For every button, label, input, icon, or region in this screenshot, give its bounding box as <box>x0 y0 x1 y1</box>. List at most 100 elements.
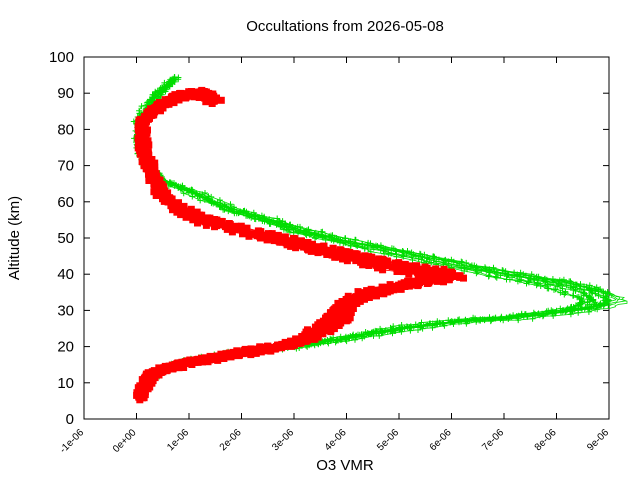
data-point <box>264 230 272 238</box>
data-point <box>436 272 444 279</box>
data-point <box>290 229 297 236</box>
x-tick-label: 1e-06 <box>165 427 191 453</box>
data-point <box>187 205 195 213</box>
data-point <box>393 253 400 260</box>
data-point <box>366 259 373 267</box>
data-point <box>149 97 156 104</box>
data-point <box>588 303 595 310</box>
data-point <box>437 267 445 275</box>
data-point <box>167 202 175 210</box>
data-point <box>256 232 264 240</box>
data-point <box>329 315 337 323</box>
data-point <box>397 264 405 272</box>
data-point <box>429 320 436 327</box>
data-point <box>352 336 358 343</box>
data-point <box>159 367 167 375</box>
data-point <box>593 284 600 291</box>
data-point <box>310 327 317 335</box>
data-point <box>537 283 544 289</box>
data-point <box>225 220 233 227</box>
data-point <box>177 211 185 219</box>
data-point <box>347 254 355 262</box>
data-point <box>296 336 304 344</box>
data-point <box>144 126 151 134</box>
data-point <box>287 337 295 345</box>
data-point <box>136 136 143 144</box>
data-point <box>523 280 530 287</box>
data-point <box>592 287 599 294</box>
data-point <box>562 309 569 315</box>
data-point <box>533 282 540 289</box>
data-point <box>148 156 156 163</box>
data-point <box>605 302 612 309</box>
data-point <box>348 334 355 341</box>
data-point <box>339 252 346 260</box>
series-1 <box>133 86 467 404</box>
data-point <box>168 93 176 100</box>
data-point <box>330 250 338 258</box>
data-point <box>180 202 188 210</box>
data-point <box>595 304 602 311</box>
data-point <box>486 266 493 273</box>
data-point <box>283 226 290 233</box>
data-point <box>329 322 337 330</box>
data-point <box>155 105 163 113</box>
data-point <box>136 126 144 134</box>
data-point <box>580 292 587 299</box>
data-point <box>327 328 335 336</box>
data-point <box>592 305 599 312</box>
data-point <box>442 268 450 276</box>
data-point <box>292 225 299 232</box>
y-axis: 0 10 20 30 40 50 60 70 80 90 100 <box>49 49 609 428</box>
y-tick-label: 0 <box>66 411 74 428</box>
data-point <box>356 290 364 298</box>
data-point <box>304 245 311 253</box>
data-point <box>432 266 440 274</box>
data-point <box>316 323 324 330</box>
data-point <box>473 263 480 270</box>
data-point <box>214 199 221 206</box>
data-point <box>567 311 574 318</box>
data-point <box>502 268 509 275</box>
data-point <box>515 315 522 322</box>
data-point <box>445 258 452 265</box>
data-point <box>342 248 350 256</box>
data-point <box>229 351 237 359</box>
data-point <box>417 324 424 331</box>
data-point <box>583 283 590 290</box>
data-point <box>157 190 165 198</box>
data-point <box>349 294 357 302</box>
data-point <box>419 269 427 277</box>
data-point <box>559 278 565 285</box>
data-point <box>208 218 216 226</box>
data-point <box>244 212 251 219</box>
y-tick-label: 10 <box>57 375 74 392</box>
data-point <box>522 272 529 279</box>
x-tick-label: 0e+00 <box>111 427 139 455</box>
data-point <box>514 278 521 285</box>
y-axis-label: Altitude (km) <box>6 196 23 280</box>
data-point <box>458 264 465 271</box>
chart-title: Occultations from 2026-05-08 <box>246 18 444 35</box>
x-tick-label: 3e-06 <box>270 427 296 453</box>
data-point <box>576 285 583 292</box>
data-point <box>409 257 416 263</box>
data-point <box>380 257 388 264</box>
data-point <box>194 219 201 227</box>
data-point <box>364 241 371 248</box>
data-point <box>329 244 337 252</box>
data-point <box>549 310 556 317</box>
data-point <box>150 108 158 116</box>
data-point <box>382 261 390 269</box>
data-point <box>379 329 386 336</box>
data-point <box>352 236 359 243</box>
data-point <box>604 290 611 297</box>
data-point <box>178 185 185 191</box>
data-point <box>448 270 456 278</box>
data-point <box>586 286 593 293</box>
data-point <box>255 345 263 353</box>
data-point <box>380 290 388 298</box>
data-point <box>405 266 413 274</box>
data-point <box>282 339 290 347</box>
data-point <box>189 90 197 97</box>
